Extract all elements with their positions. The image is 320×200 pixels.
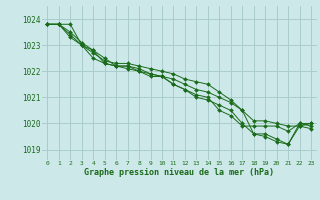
X-axis label: Graphe pression niveau de la mer (hPa): Graphe pression niveau de la mer (hPa) [84, 168, 274, 177]
